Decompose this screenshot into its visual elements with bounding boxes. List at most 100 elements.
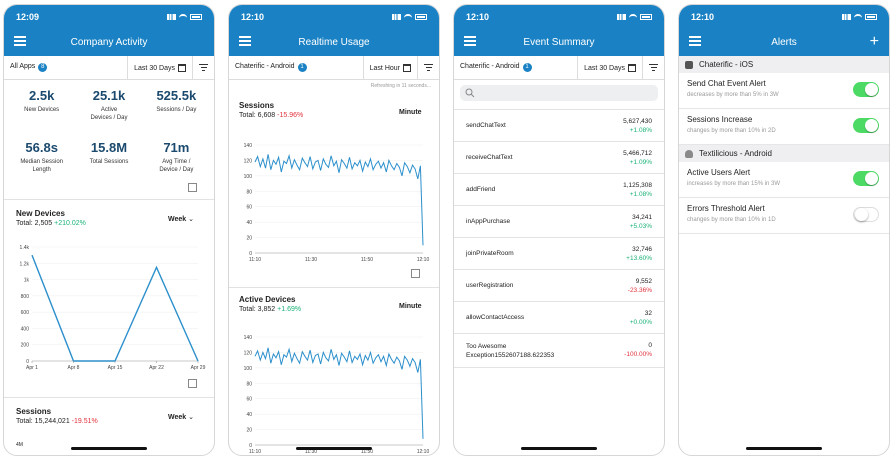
event-row[interactable]: receiveChatText 5,466,712 +1.09% xyxy=(454,142,664,174)
stat-value: 2.5k xyxy=(29,88,55,103)
alert-toggle[interactable] xyxy=(853,207,879,222)
expand-icon[interactable] xyxy=(411,269,420,278)
alert-row[interactable]: Active Users Alert increases by more than… xyxy=(679,162,889,198)
status-time: 12:09 xyxy=(16,12,40,22)
change-label: +1.69% xyxy=(277,306,302,313)
new-devices-chart: 0 200 400 600 800 1k 1.2k 1.4k Apr 1 Apr 8 Apr 15 A… xyxy=(20,245,206,371)
event-row[interactable]: inAppPurchase 34,241 +5.03% xyxy=(454,206,664,238)
status-icons xyxy=(167,12,202,22)
filter-icon[interactable] xyxy=(649,62,658,73)
filter-icon[interactable] xyxy=(424,62,433,73)
filter-icon[interactable] xyxy=(199,62,208,73)
stat-label: Sessions / Day xyxy=(156,107,197,113)
nav-bar: Realtime Usage xyxy=(229,29,439,56)
sessions-header: Sessions Total: 6,608 -15.96% xyxy=(239,101,303,119)
stat-active-devices[interactable]: 25.1k Active Devices / Day xyxy=(75,84,142,136)
menu-icon[interactable] xyxy=(689,36,701,46)
period-selector[interactable]: Week ⌄ xyxy=(168,215,194,223)
filter-bar: Chaterific - Android 1 Last 30 Days xyxy=(454,55,664,80)
event-values: 1,125,308 +1.08% xyxy=(623,181,652,199)
app-filter[interactable]: Chaterific - Android 1 xyxy=(235,63,307,72)
event-count: 5,466,712 xyxy=(623,150,652,157)
stat-value: 71m xyxy=(163,140,190,155)
x-tick-label: 11:10 xyxy=(249,257,261,263)
stat-sessions-day[interactable]: 525.5k Sessions / Day xyxy=(143,84,210,136)
period-label[interactable]: Minute xyxy=(399,303,422,310)
date-range-filter[interactable]: Last 30 Days xyxy=(584,63,636,72)
date-range-filter[interactable]: Last 30 Days xyxy=(134,63,186,72)
x-tick-label: Apr 1 xyxy=(26,365,38,371)
nav-bar: Event Summary xyxy=(454,29,664,56)
alert-toggle[interactable] xyxy=(853,118,879,133)
menu-icon[interactable] xyxy=(14,36,26,46)
active-devices-header: Active Devices Total: 3,852 +1.69% xyxy=(239,295,301,313)
chevron-down-icon: ⌄ xyxy=(188,216,194,223)
menu-icon[interactable] xyxy=(464,36,476,46)
event-row[interactable]: userRegistration 9,552 -23.36% xyxy=(454,270,664,302)
event-count: 34,241 xyxy=(632,214,652,221)
event-row[interactable]: sendChatText 5,627,430 +1.08% xyxy=(454,110,664,142)
y-tick-label: 4M xyxy=(16,442,23,448)
add-alert-icon[interactable]: + xyxy=(869,33,879,50)
alert-group: Textilicious - Android Active Users Aler… xyxy=(679,145,889,234)
alert-title: Send Chat Event Alert xyxy=(687,79,766,88)
date-range-filter[interactable]: Last Hour xyxy=(370,63,411,72)
alert-toggle[interactable] xyxy=(853,82,879,97)
y-tick-label: 80 xyxy=(246,381,252,387)
status-icons xyxy=(617,12,652,22)
change-label: +210.02% xyxy=(54,220,86,227)
stat-total-sessions[interactable]: 15.8M Total Sessions xyxy=(75,136,142,188)
y-tick-label: 20 xyxy=(246,428,252,434)
event-name: userRegistration xyxy=(466,282,514,289)
y-tick-label: 140 xyxy=(244,335,253,341)
home-indicator xyxy=(71,447,147,450)
x-tick-label: Apr 15 xyxy=(108,365,123,371)
event-row[interactable]: Too Awesome Exception1552607188.622353 0 -… xyxy=(454,334,664,368)
search-input[interactable] xyxy=(460,85,658,101)
period-label[interactable]: Minute xyxy=(399,109,422,116)
signal-icon xyxy=(392,14,401,20)
y-tick-label: 0 xyxy=(26,359,29,365)
alert-row[interactable]: Sessions Increase changes by more than 10… xyxy=(679,109,889,145)
event-row[interactable]: addFriend 1,125,308 +1.08% xyxy=(454,174,664,206)
event-change: +1.09% xyxy=(629,159,652,166)
stat-median-session[interactable]: 56.8s Median Session Length xyxy=(8,136,75,188)
event-row[interactable]: allowContactAccess 32 +0.00% xyxy=(454,302,664,334)
app-filter[interactable]: All Apps 8 xyxy=(10,63,48,72)
event-name: inAppPurchase xyxy=(466,218,511,225)
status-bar: 12:10 xyxy=(229,5,439,29)
event-summary-screen: 12:10 Event Summary Chaterific - Android… xyxy=(453,4,665,456)
alert-row[interactable]: Errors Threshold Alert changes by more th… xyxy=(679,198,889,234)
battery-icon xyxy=(190,14,202,20)
event-change: +5.03% xyxy=(629,223,652,230)
status-bar: 12:09 xyxy=(4,5,214,29)
stat-value: 56.8s xyxy=(25,140,58,155)
event-count: 32,746 xyxy=(632,246,652,253)
expand-icon[interactable] xyxy=(188,379,197,388)
section-title: Sessions xyxy=(239,101,275,110)
x-tick-label: 11:30 xyxy=(305,449,317,455)
stat-label: Active Devices / Day xyxy=(90,107,128,121)
stat-avg-time[interactable]: 71m Avg Time / Device / Day xyxy=(143,136,210,188)
status-bar: 12:10 xyxy=(679,5,889,29)
home-indicator xyxy=(296,447,372,450)
event-values: 32 +0.00% xyxy=(630,309,652,327)
y-tick-label: 0 xyxy=(249,443,252,449)
event-row[interactable]: joinPrivateRoom 32,746 +13.60% xyxy=(454,238,664,270)
alert-toggle[interactable] xyxy=(853,171,879,186)
expand-icon[interactable] xyxy=(188,183,197,192)
menu-icon[interactable] xyxy=(239,36,251,46)
period-selector[interactable]: Week ⌄ xyxy=(168,413,194,421)
event-values: 9,552 -23.36% xyxy=(628,277,652,295)
alert-title: Sessions Increase xyxy=(687,115,753,124)
app-filter[interactable]: Chaterific - Android 1 xyxy=(460,63,532,72)
y-tick-label: 100 xyxy=(244,174,253,180)
alert-title: Active Users Alert xyxy=(687,168,751,177)
alert-title: Errors Threshold Alert xyxy=(687,204,765,213)
refresh-text: Refreshing in 11 seconds... xyxy=(370,83,431,89)
nav-bar: Company Activity xyxy=(4,29,214,56)
alert-desc: decreases by more than 5% in 3W xyxy=(687,92,779,98)
alert-row[interactable]: Send Chat Event Alert decreases by more t… xyxy=(679,73,889,109)
event-count: 9,552 xyxy=(635,278,652,285)
stat-new-devices[interactable]: 2.5k New Devices xyxy=(8,84,75,136)
